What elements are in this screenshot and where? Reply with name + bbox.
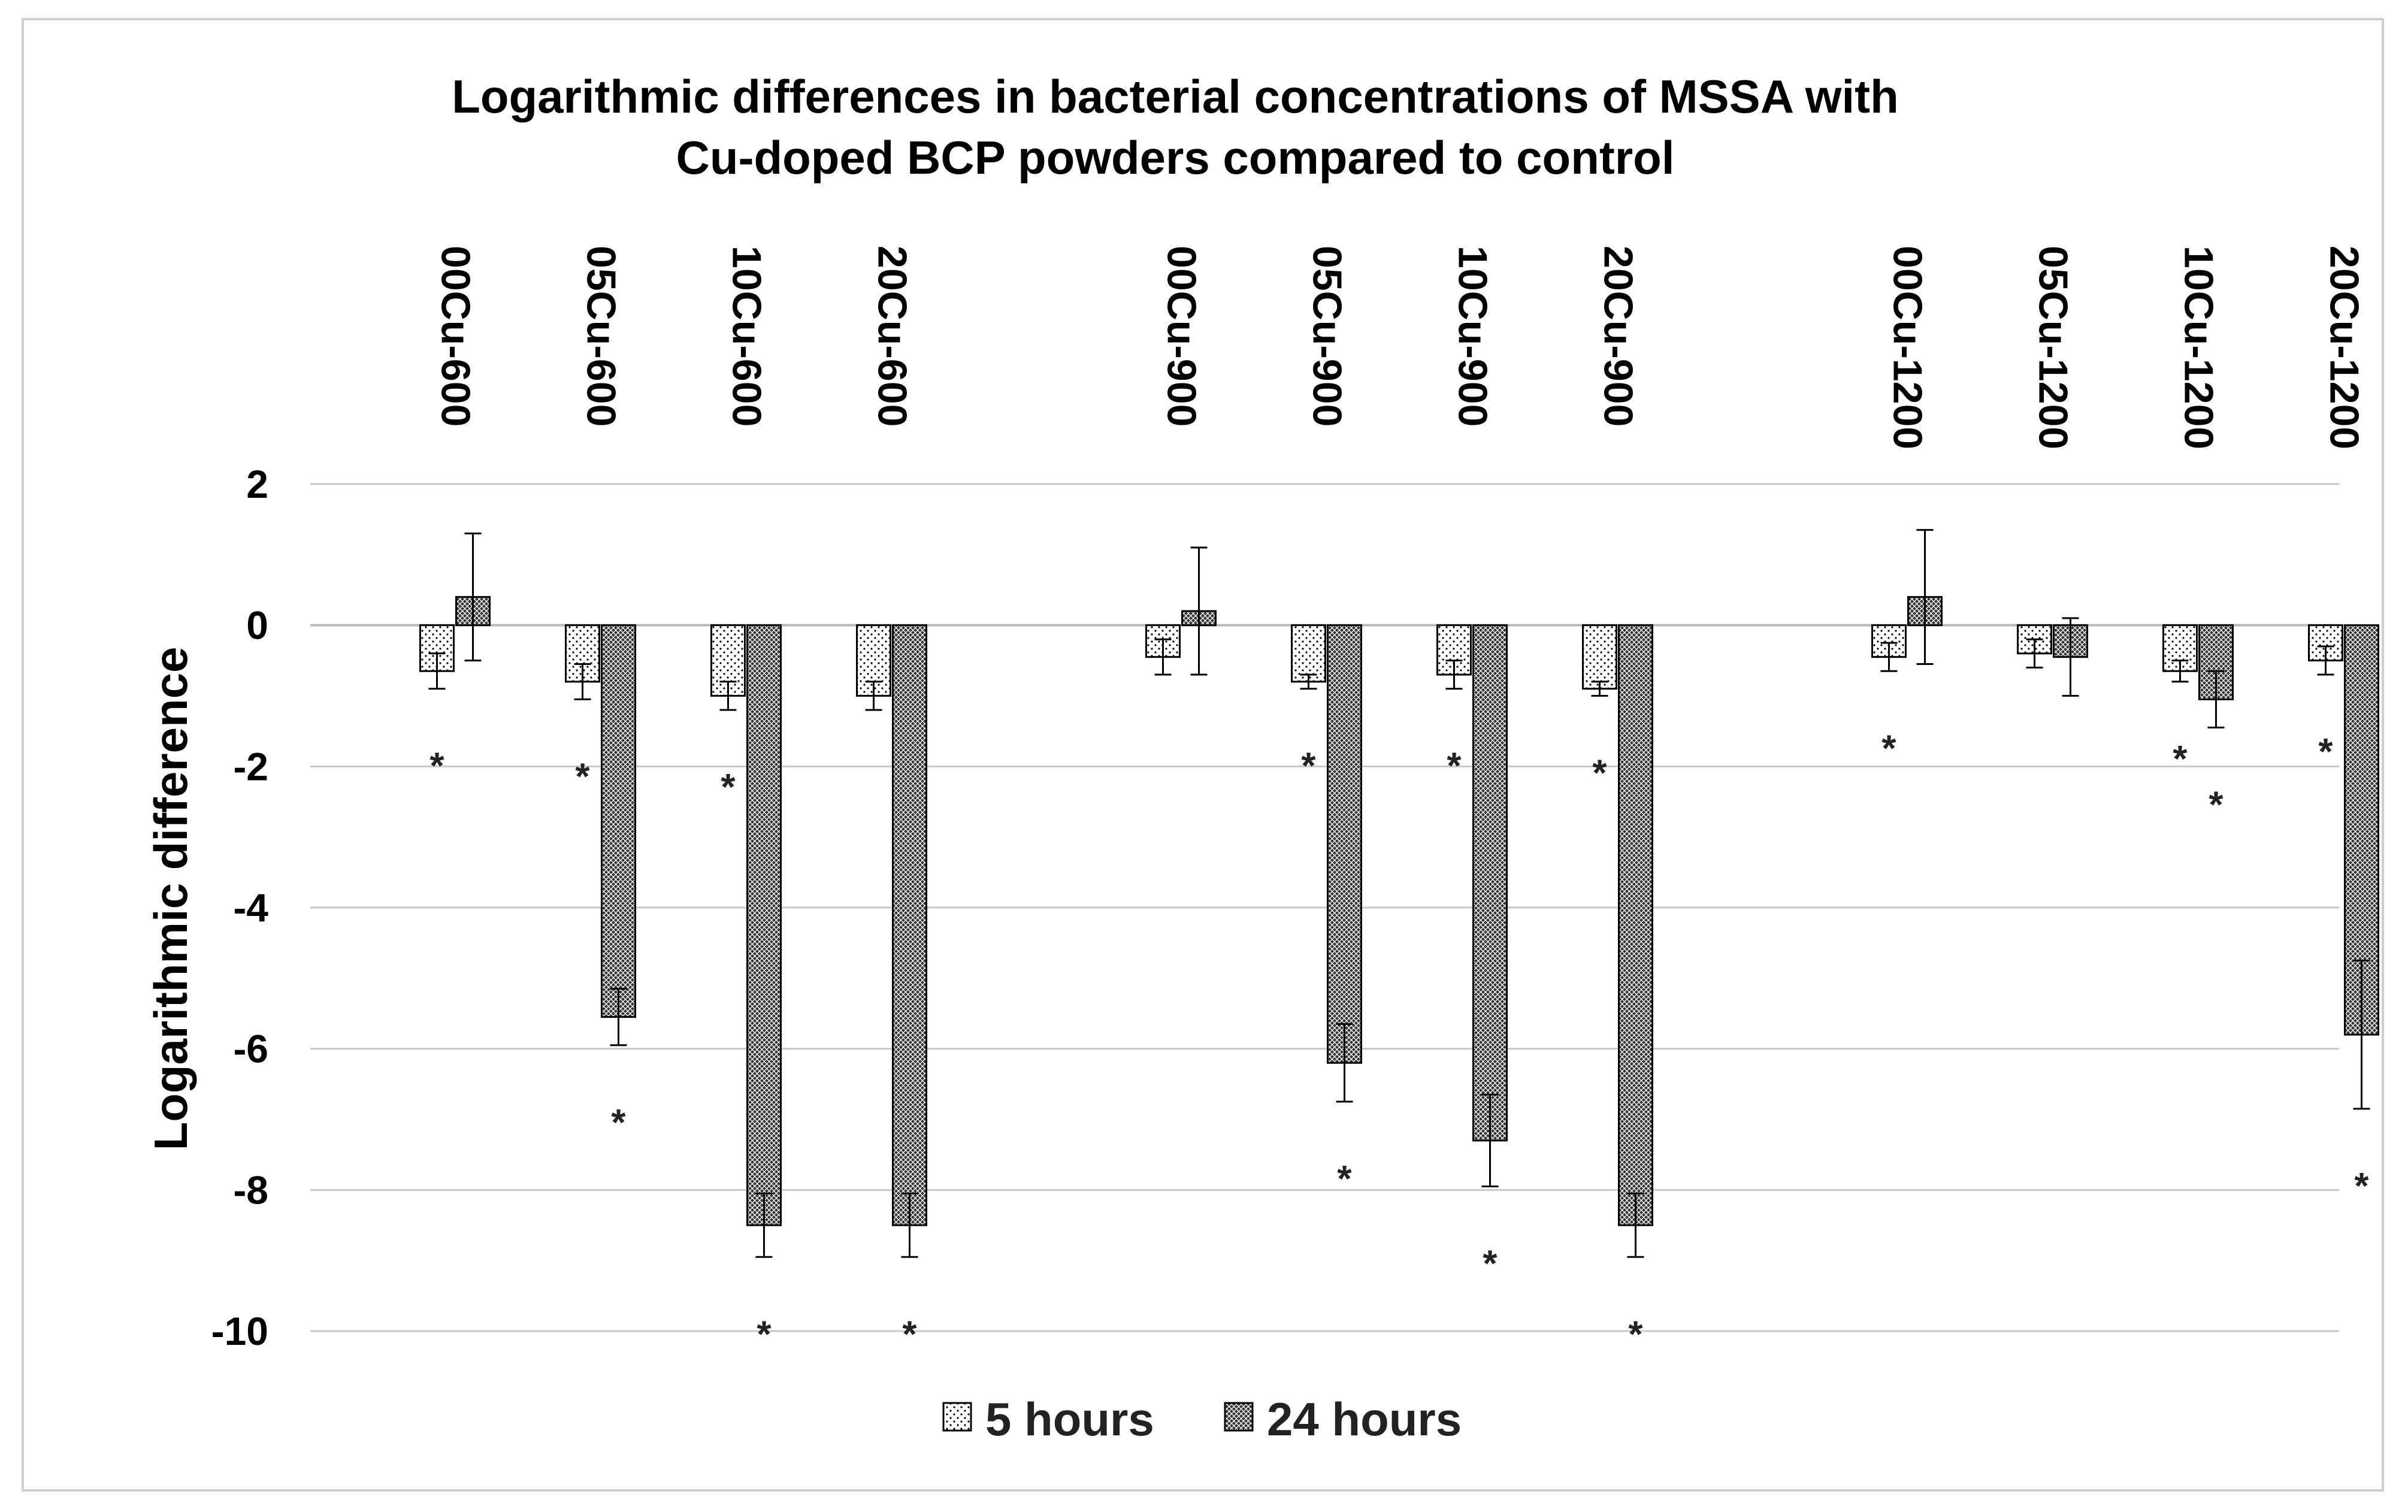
category-label-10Cu-1200: 10Cu-1200 (2176, 246, 2222, 449)
significance-mark-5-hours-10Cu-600: * (721, 767, 736, 808)
gridlines (310, 483, 2339, 1332)
bar-5-hours-20Cu-900 (1582, 624, 1617, 690)
category-label-10Cu-900: 10Cu-900 (1450, 246, 1496, 427)
significance-markers: * * * * * * * * * * * * * * * * * (429, 728, 2369, 1355)
category-label-10Cu-600: 10Cu-600 (724, 246, 770, 427)
y-axis-ticks: 2 0 -2 -4 -6 -8 -10 (211, 462, 269, 1353)
bar-24-hours-05Cu-900 (1327, 624, 1362, 1064)
significance-mark-5-hours-10Cu-900: * (1447, 746, 1462, 787)
category-label-20Cu-600: 20Cu-600 (870, 246, 915, 427)
significance-mark-24-hours-20Cu-1200: * (2354, 1166, 2369, 1207)
significance-mark-24-hours-10Cu-900: * (1483, 1243, 1498, 1284)
error-bars (428, 529, 2370, 1258)
chart-title-line-1: Logarithmic differences in bacterial con… (452, 70, 1899, 123)
legend-swatch-24-hours (1224, 1402, 1254, 1432)
legend-swatch-5-hours (942, 1402, 972, 1432)
y-tick-label-0: 2 (246, 462, 268, 506)
significance-mark-5-hours-10Cu-1200: * (2173, 739, 2188, 780)
significance-mark-24-hours-05Cu-900: * (1337, 1159, 1352, 1200)
legend: 5 hours 24 hours (942, 1393, 1462, 1446)
bar-24-hours-10Cu-600 (746, 624, 782, 1226)
significance-mark-5-hours-20Cu-1200: * (2318, 731, 2333, 773)
category-label-00Cu-1200: 00Cu-1200 (1885, 246, 1931, 449)
significance-mark-5-hours-05Cu-900: * (1301, 746, 1316, 787)
bar-5-hours-05Cu-900 (1291, 624, 1326, 683)
y-tick-label-4: -6 (233, 1027, 268, 1071)
significance-mark-24-hours-05Cu-600: * (611, 1102, 626, 1144)
bar-24-hours-10Cu-900 (1472, 624, 1508, 1142)
category-label-20Cu-900: 20Cu-900 (1596, 246, 1641, 427)
legend-label-24-hours: 24 hours (1267, 1393, 1462, 1446)
bar-24-hours-20Cu-600 (892, 624, 927, 1226)
chart-frame (22, 18, 2384, 1492)
y-axis-title: Logarithmic difference (144, 647, 197, 1151)
bar-24-hours-20Cu-900 (1618, 624, 1653, 1226)
significance-mark-24-hours-20Cu-600: * (902, 1314, 917, 1355)
category-label-05Cu-600: 05Cu-600 (579, 246, 624, 427)
category-label-05Cu-900: 05Cu-900 (1305, 246, 1350, 427)
bars (419, 596, 2379, 1226)
chart-title-line-2: Cu-doped BCP powders compared to control (676, 131, 1675, 184)
significance-mark-5-hours-00Cu-1200: * (1881, 728, 1896, 769)
significance-mark-24-hours-20Cu-900: * (1628, 1314, 1643, 1355)
category-label-20Cu-1200: 20Cu-1200 (2322, 246, 2367, 449)
y-tick-label-6: -10 (211, 1309, 268, 1353)
category-label-00Cu-600: 00Cu-600 (433, 246, 479, 427)
y-tick-label-5: -8 (233, 1168, 268, 1212)
significance-mark-5-hours-20Cu-900: * (1592, 753, 1607, 794)
y-tick-label-3: -4 (233, 885, 268, 930)
category-label-05Cu-1200: 05Cu-1200 (2031, 246, 2076, 449)
significance-mark-24-hours-10Cu-1200: * (2209, 785, 2224, 826)
significance-mark-5-hours-00Cu-600: * (429, 746, 444, 787)
y-tick-label-1: 0 (246, 603, 268, 648)
category-labels: 00Cu-600 05Cu-600 10Cu-600 20Cu-600 00Cu-900… (433, 246, 2367, 449)
bar-24-hours-05Cu-600 (601, 624, 636, 1018)
category-label-00Cu-900: 00Cu-900 (1159, 246, 1205, 427)
legend-label-5-hours: 5 hours (985, 1393, 1154, 1446)
significance-mark-24-hours-10Cu-600: * (757, 1314, 772, 1355)
significance-mark-5-hours-05Cu-600: * (575, 756, 590, 797)
y-tick-label-2: -2 (233, 744, 268, 788)
